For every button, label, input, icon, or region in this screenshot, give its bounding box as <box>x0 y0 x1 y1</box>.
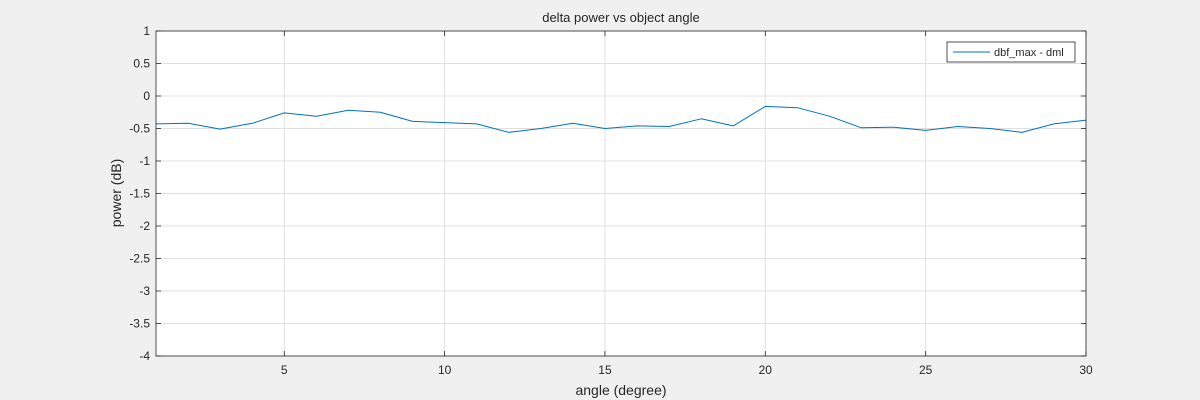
x-tick-label: 5 <box>281 363 288 377</box>
y-tick-label: 1 <box>143 24 150 38</box>
y-tick-label: -3 <box>139 284 150 298</box>
y-tick-label: -2.5 <box>129 252 150 266</box>
ticks <box>156 30 1087 357</box>
y-tick-label: -0.5 <box>129 122 150 136</box>
legend-entry: dbf_max - dml <box>994 47 1064 59</box>
x-tick-label: 15 <box>598 363 612 377</box>
chart-title: delta power vs object angle <box>542 10 700 25</box>
y-tick-label: -3.5 <box>129 317 150 331</box>
x-tick-label: 30 <box>1079 363 1093 377</box>
series-line <box>155 105 1087 133</box>
legend-box <box>946 41 1076 63</box>
series-layer <box>155 105 1087 133</box>
y-tick-label: 0.5 <box>133 57 150 71</box>
y-tick-label: -1 <box>139 154 150 168</box>
x-tick-label: 20 <box>759 363 773 377</box>
y-tick-label: -2 <box>139 219 150 233</box>
legend: dbf_max - dml <box>946 41 1076 63</box>
y-axis-label: power (dB) <box>108 159 124 227</box>
x-axis-label: angle (degree) <box>575 382 666 398</box>
tick-labels: 5 10 15 20 25 30 -4 -3.5 -3 -2.5 -2 -1.5 -1 -0.5 0 0.5 1 <box>129 24 1093 377</box>
y-tick-label: -4 <box>139 349 150 363</box>
y-tick-label: -1.5 <box>129 187 150 201</box>
x-tick-label: 25 <box>919 363 933 377</box>
x-tick-label: 10 <box>438 363 452 377</box>
y-tick-label: 0 <box>143 89 150 103</box>
